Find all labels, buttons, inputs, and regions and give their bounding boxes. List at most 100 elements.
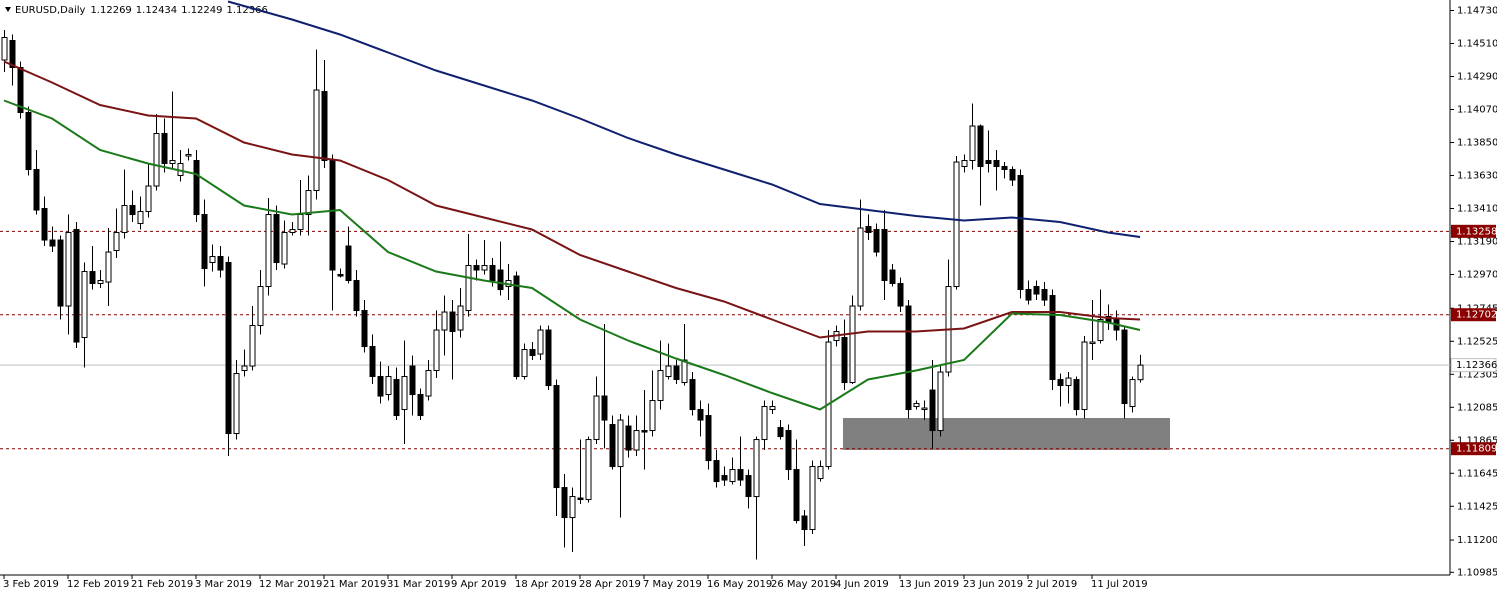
candle-body — [49, 239, 56, 247]
x-tick-label: 2 Jul 2019 — [1027, 579, 1077, 590]
candle-body — [777, 427, 784, 438]
candle-body — [337, 274, 344, 277]
y-tick-label: 1.14730 — [1457, 6, 1497, 17]
candle-body — [705, 415, 712, 462]
candle-body — [121, 205, 128, 234]
candle-body — [1009, 169, 1016, 181]
candle-body — [113, 232, 120, 252]
moving-average — [3, 60, 1141, 339]
candle-body — [249, 325, 256, 367]
candle-body — [409, 365, 416, 396]
candle-body — [1025, 289, 1032, 301]
candle-body — [737, 469, 744, 481]
candle-body — [321, 91, 328, 162]
candle-body — [977, 125, 984, 168]
y-tick-label: 1.11425 — [1457, 501, 1497, 512]
candle-body — [913, 403, 920, 408]
x-tick-label: 3 Feb 2019 — [3, 579, 59, 590]
candle-body — [1001, 166, 1008, 171]
candle-body — [225, 262, 232, 435]
candle-body — [1049, 295, 1056, 381]
candle-body — [953, 161, 960, 288]
candle-body — [1081, 341, 1088, 411]
candle-body — [169, 160, 176, 165]
candle-body — [513, 275, 520, 378]
last-price-box — [1450, 358, 1497, 373]
candle-body — [889, 269, 896, 285]
candle-body — [25, 112, 32, 171]
candle-body — [1065, 377, 1072, 387]
candle-body — [385, 376, 392, 396]
candle-body — [841, 337, 848, 384]
candle-body — [393, 379, 400, 417]
candle-body — [1137, 364, 1144, 381]
candle-body — [481, 265, 488, 271]
candle-body — [17, 67, 24, 114]
candle-body — [817, 466, 824, 480]
x-tick-label: 21 Mar 2019 — [323, 579, 386, 590]
candle-body — [137, 211, 144, 225]
candle-body — [1017, 175, 1024, 291]
x-tick-label: 26 May 2019 — [771, 579, 836, 590]
candle-body — [377, 376, 384, 397]
candle-body — [473, 265, 480, 271]
candle-body — [193, 160, 200, 216]
candle-body — [281, 232, 288, 265]
candle-body — [97, 280, 104, 285]
candle-body — [345, 245, 352, 282]
candle-body — [929, 389, 936, 432]
y-tick-label: 1.10985 — [1457, 567, 1497, 578]
y-tick-label: 1.13850 — [1457, 138, 1497, 149]
candle-body — [305, 190, 312, 216]
x-tick-label: 4 Jun 2019 — [835, 579, 889, 590]
candle-body — [1089, 341, 1096, 345]
candle-body — [257, 286, 264, 327]
x-tick-label: 21 Feb 2019 — [131, 579, 193, 590]
y-tick-label: 1.14290 — [1457, 72, 1497, 83]
y-tick-label: 1.11645 — [1457, 468, 1497, 479]
candle-body — [561, 487, 568, 519]
candle-body — [609, 424, 616, 468]
header-close: 1.12366 — [227, 5, 268, 16]
candle-body — [273, 214, 280, 264]
candle-body — [1057, 379, 1064, 387]
x-tick-label: 11 Jul 2019 — [1091, 579, 1148, 590]
candle-body — [1041, 289, 1048, 301]
candle-body — [1097, 319, 1104, 342]
candle-body — [657, 370, 664, 402]
candle-body — [993, 160, 1000, 168]
candle-body — [313, 89, 320, 192]
candle-body — [353, 280, 360, 312]
candle-body — [417, 394, 424, 417]
header-low: 1.12249 — [181, 5, 222, 16]
header-high: 1.12434 — [136, 5, 177, 16]
candle-body — [89, 271, 96, 285]
candle-body — [809, 466, 816, 531]
last-price-label: 1.12366 — [1456, 360, 1497, 371]
menu-arrow[interactable] — [5, 7, 11, 12]
candle-body — [497, 269, 504, 291]
candle-body — [233, 373, 240, 435]
candle-body — [81, 271, 88, 339]
candle-body — [57, 239, 64, 307]
x-tick-label: 3 Mar 2019 — [195, 579, 252, 590]
level-label: 1.13258 — [1456, 226, 1497, 237]
candle-body — [441, 311, 448, 331]
candle-body — [641, 430, 648, 433]
candle-body — [201, 214, 208, 270]
candle-body — [985, 160, 992, 165]
candle-body — [449, 311, 456, 333]
y-tick-label: 1.11865 — [1457, 435, 1497, 446]
candle-body — [905, 305, 912, 411]
y-tick-label: 1.12525 — [1457, 336, 1497, 347]
header-open: 1.12269 — [90, 5, 131, 16]
candle-body — [569, 496, 576, 519]
candle-body — [1, 37, 8, 61]
candle-body — [1033, 286, 1040, 295]
candle-body — [553, 385, 560, 489]
candle-body — [289, 229, 296, 234]
candle-body — [865, 226, 872, 234]
chart-title: EURUSD,Daily — [15, 5, 86, 16]
x-tick-label: 31 Mar 2019 — [387, 579, 450, 590]
candle-body — [457, 305, 464, 331]
